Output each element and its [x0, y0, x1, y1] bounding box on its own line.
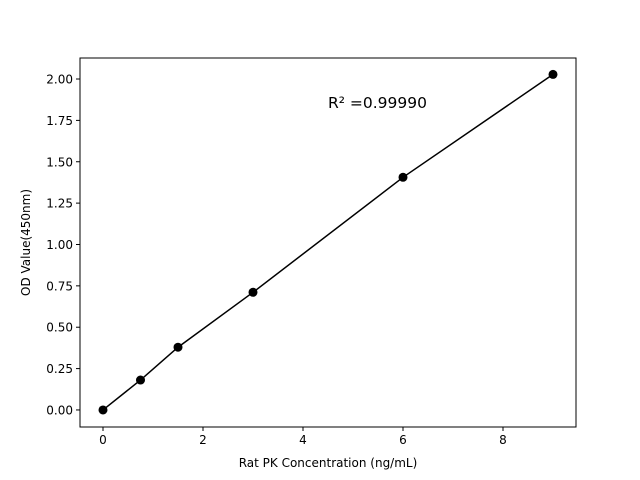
series-line [102, 73, 554, 411]
data-point [136, 375, 145, 385]
y-tick-label: 2.00 [46, 73, 73, 87]
y-tick-label: 0.00 [46, 403, 73, 417]
y-tick-label: 0.75 [46, 279, 73, 293]
y-tick-label: 1.75 [46, 114, 73, 128]
y-tick-label: 0.25 [46, 362, 73, 376]
x-tick-label: 4 [299, 433, 307, 447]
data-point [173, 342, 183, 352]
x-tick-label: 6 [399, 433, 407, 447]
y-tick-label: 1.00 [46, 238, 73, 252]
y-tick-label: 1.25 [46, 197, 73, 211]
data-point [548, 69, 558, 79]
data-point [98, 405, 108, 415]
y-axis-label: OD Value(450nm) [19, 189, 33, 296]
y-tick-label: 1.50 [46, 155, 73, 169]
data-point [248, 287, 258, 297]
x-tick-label: 0 [99, 433, 107, 447]
y-tick-label: 0.50 [46, 321, 73, 335]
data-point [398, 172, 408, 182]
x-tick-label: 2 [199, 433, 207, 447]
r-squared-annotation: R² =0.99990 [328, 94, 427, 112]
plot-area [79, 57, 577, 428]
x-tick-label: 8 [499, 433, 507, 447]
x-axis-label: Rat PK Concentration (ng/mL) [239, 456, 418, 470]
